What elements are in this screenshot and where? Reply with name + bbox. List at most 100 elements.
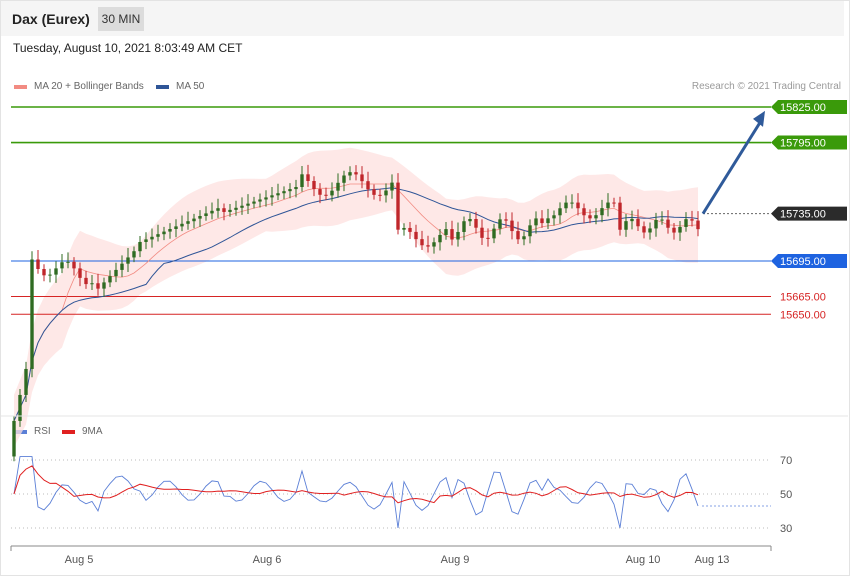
candle-body — [516, 231, 520, 240]
candle-body — [114, 269, 118, 277]
rsi-layer: 70 50 30 — [11, 455, 792, 535]
rsi-tick-label: 30 — [780, 523, 792, 535]
candle-body — [96, 283, 100, 289]
candle-body — [504, 219, 508, 221]
candle-body — [204, 213, 208, 217]
candle-body — [144, 239, 148, 242]
projection-arrow — [701, 120, 763, 215]
candle-body — [180, 223, 184, 227]
level-tag — [771, 135, 847, 150]
candle-body — [474, 218, 478, 228]
ma9-label: 9MA — [82, 426, 103, 437]
candle-body — [222, 208, 226, 212]
projection-layer — [701, 110, 765, 215]
candle-body — [618, 202, 622, 230]
candle-body — [378, 194, 382, 196]
candle-body — [558, 208, 562, 216]
candle-body — [588, 215, 592, 219]
ma20-swatch — [14, 84, 27, 89]
candle-body — [108, 276, 112, 283]
candle-body — [594, 215, 598, 219]
candle-body — [12, 420, 16, 457]
x-tick-label: Aug 10 — [626, 554, 661, 566]
candle-body — [24, 368, 28, 395]
rsi-tick-label: 70 — [780, 455, 792, 467]
bollinger-layer — [14, 147, 698, 448]
candle-body — [132, 251, 136, 258]
candle-body — [672, 227, 676, 233]
candle-body — [276, 193, 280, 196]
candle-body — [258, 199, 262, 202]
candle-body — [438, 234, 442, 243]
candle-body — [534, 218, 538, 226]
timestamp: Tuesday, August 10, 2021 8:03:49 AM CET — [13, 41, 243, 55]
candle-body — [546, 218, 550, 224]
candle-body — [408, 227, 412, 232]
candle-body — [402, 227, 406, 230]
candle-body — [612, 202, 616, 204]
candle-body — [564, 202, 568, 209]
rsi-line — [13, 456, 699, 529]
candle-body — [420, 239, 424, 246]
candle-body — [624, 221, 628, 230]
candle-body — [648, 228, 652, 233]
candle-body — [306, 174, 310, 181]
research-credit: Research © 2021 Trading Central — [691, 81, 841, 92]
candle-body — [336, 182, 340, 191]
candle-body — [270, 195, 274, 198]
x-tick-label: Aug 6 — [253, 554, 282, 566]
candle-body — [36, 259, 40, 269]
candle-body — [264, 197, 268, 200]
candle-body — [162, 231, 166, 235]
candle-body — [174, 226, 178, 229]
rsi-label: RSI — [34, 426, 51, 437]
x-tick-label: Aug 5 — [65, 554, 94, 566]
level-label: 15665.00 — [780, 292, 826, 304]
legend-9ma: 9MA — [62, 426, 103, 437]
candle-body — [330, 190, 334, 196]
candle-body — [582, 208, 586, 216]
candle-body — [372, 189, 376, 195]
candle-body — [318, 189, 322, 195]
candle-body — [42, 268, 46, 276]
candle-body — [510, 220, 514, 232]
candle-body — [390, 182, 394, 191]
ma50-label: MA 50 — [176, 81, 205, 92]
candles-layer — [12, 164, 700, 462]
candle-body — [456, 231, 460, 240]
candle-body — [636, 218, 640, 227]
candle-body — [120, 263, 124, 270]
level-label: 15695.00 — [780, 256, 826, 268]
candle-body — [480, 227, 484, 238]
candle-body — [498, 219, 502, 229]
level-tag — [771, 254, 847, 268]
candle-body — [450, 229, 454, 240]
candle-body — [528, 225, 532, 237]
candle-body — [540, 218, 544, 224]
candle-body — [354, 172, 358, 175]
candle-body — [84, 277, 88, 285]
candle-body — [126, 257, 130, 264]
candle-body — [684, 219, 688, 227]
candle-body — [78, 268, 82, 278]
instrument-title: Dax (Eurex) — [12, 11, 90, 27]
candle-body — [366, 181, 370, 190]
candle-body — [228, 209, 232, 212]
candle-body — [168, 228, 172, 232]
level-label: 15650.00 — [780, 309, 826, 321]
ma50-swatch — [156, 84, 169, 89]
bollinger-band — [14, 147, 698, 448]
candle-body — [60, 262, 64, 269]
candle-body — [486, 237, 490, 239]
level-tag — [771, 206, 847, 221]
candle-body — [444, 229, 448, 235]
candle-body — [654, 220, 658, 229]
candle-body — [666, 219, 670, 228]
candle-body — [414, 231, 418, 240]
candle-body — [48, 274, 52, 276]
legend-ma50: MA 50 — [156, 81, 204, 92]
timeframe-badge[interactable]: 30 MIN — [98, 7, 144, 31]
candle-body — [90, 283, 94, 285]
level-label: 15795.00 — [780, 138, 826, 150]
candle-body — [198, 216, 202, 219]
